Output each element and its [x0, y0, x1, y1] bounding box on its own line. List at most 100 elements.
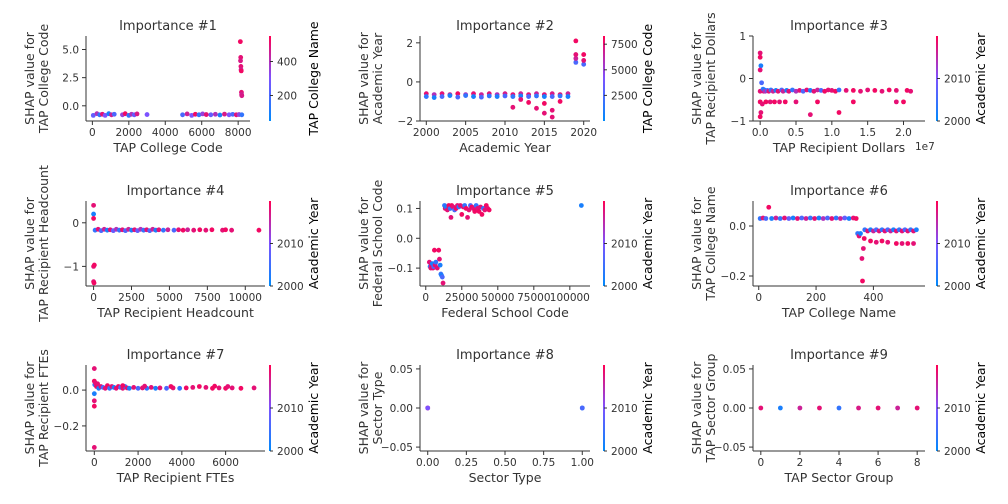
- scatter-point: [759, 80, 764, 86]
- scatter-point: [465, 215, 470, 220]
- scatter-point: [455, 91, 461, 97]
- y-tick-label: 0.00: [723, 403, 746, 415]
- scatter-point: [209, 227, 215, 233]
- scatter-point: [797, 405, 803, 411]
- x-axis-label: Academic Year: [459, 140, 551, 155]
- scatter-point: [893, 88, 899, 93]
- y-axis-label-line2: TAP Sector Group: [703, 353, 718, 463]
- scatter-point: [478, 94, 484, 100]
- scatter-point: [759, 101, 765, 107]
- scatter-point: [156, 227, 162, 233]
- scatter-point: [203, 112, 209, 117]
- colorbar-label: TAP College Code: [640, 24, 655, 135]
- scatter-point: [772, 99, 777, 105]
- scatter-point: [463, 93, 469, 98]
- scatter-point: [579, 405, 585, 411]
- scatter-point: [557, 99, 563, 104]
- x-tick-label: 0.75: [532, 457, 555, 469]
- colorbar: 2000 2010 Academic Year: [603, 361, 655, 458]
- scatter-point: [836, 110, 842, 115]
- colorbar: 2000 2010 Academic Year: [603, 197, 655, 293]
- y-tick-label: 2.5: [62, 73, 79, 85]
- x-axis-label: Federal School Code: [441, 305, 569, 320]
- x-tick-label: 50000: [481, 292, 514, 304]
- scatter-point: [758, 405, 764, 411]
- x-tick-label: 0.25: [455, 457, 478, 469]
- colorbar-tick-label: 400: [277, 57, 297, 69]
- scatter-point: [448, 215, 454, 220]
- x-axis-label: TAP College Code: [112, 140, 223, 155]
- scatter-point: [758, 63, 764, 69]
- subplot-6: Importance #6 0 200 400 −0.2 0.0 TAP College N…: [689, 184, 988, 320]
- subplot-title: Importance #5: [456, 184, 554, 199]
- y-tick-label: −1: [731, 116, 746, 128]
- colorbar: 2000 2010 Academic Year: [936, 32, 988, 128]
- x-tick-label: 100000: [550, 292, 590, 304]
- y-tick-label: −1: [64, 261, 79, 273]
- colorbar: 2000 2010 Academic Year: [269, 197, 321, 293]
- scatter-point: [171, 227, 177, 233]
- scatter-point: [817, 405, 822, 411]
- x-tick-label: 0: [757, 457, 764, 469]
- scatter-point: [217, 112, 223, 118]
- x-tick-label: 0: [755, 292, 762, 304]
- scatter-point: [225, 384, 231, 389]
- x-tick-label: 200: [806, 292, 826, 304]
- scatter-point: [168, 384, 174, 389]
- scatter-point: [494, 94, 500, 99]
- scatter-point: [196, 112, 202, 118]
- x-tick-label: 0.50: [493, 457, 516, 469]
- scatter-point: [433, 259, 439, 265]
- scatter-point: [439, 94, 445, 99]
- colorbar-tick-label: 2010: [277, 239, 304, 251]
- scatter-point: [773, 215, 779, 221]
- colorbar-strip: [603, 36, 605, 121]
- scatter-point: [203, 227, 209, 233]
- scatter-point: [843, 88, 849, 93]
- scatter-point: [850, 88, 856, 93]
- subplot-7: Importance #7 0 2000 4000 6000 −0.2 0.0 TAP Rec…: [22, 348, 321, 485]
- x-tick-label: 2.0: [895, 127, 912, 139]
- scatter-point: [190, 384, 196, 390]
- x-tick-label: 25000: [445, 292, 478, 304]
- scatter-point: [875, 405, 881, 411]
- scatter-point: [459, 212, 465, 217]
- y-tick-label: −2: [398, 116, 413, 128]
- scatter-point: [860, 246, 866, 251]
- scatter-point: [518, 97, 524, 102]
- x-tick-label: 2015: [531, 127, 558, 139]
- scatter-point: [256, 227, 262, 233]
- y-axis-label-line1: SHAP value for: [356, 31, 371, 125]
- scatter-point: [850, 99, 856, 105]
- scatter-point: [229, 385, 235, 391]
- subplot-9: Importance #9 0 2 4 6 8 −0.05 0.00 0.05 TAP Secto…: [689, 348, 988, 485]
- scatter-point: [541, 110, 547, 116]
- x-tick-label: 4000: [152, 127, 179, 139]
- scatter-point: [91, 398, 97, 404]
- scatter-point: [251, 385, 257, 391]
- scatter-point: [447, 93, 453, 98]
- x-tick-label: 4: [836, 457, 843, 469]
- scatter-point: [858, 88, 863, 94]
- scatter-point: [183, 385, 189, 391]
- colorbar-tick-label: 2010: [944, 403, 971, 415]
- scatter-point: [816, 215, 822, 221]
- colorbar-tick-label: 5000: [611, 65, 638, 77]
- x-tick-label: 0.0: [752, 127, 769, 139]
- y-axis-label-line1: SHAP value for: [689, 196, 704, 290]
- scatter-point: [860, 278, 865, 284]
- scatter-point: [829, 88, 835, 93]
- y-axis-label-line2: Academic Year: [370, 32, 385, 124]
- scatter-point: [914, 227, 919, 233]
- colorbar-tick-label: 2010: [611, 239, 638, 251]
- scatter-point: [200, 111, 206, 117]
- scatter-point: [238, 68, 244, 74]
- scatter-point: [549, 114, 555, 120]
- scatter-point: [157, 385, 163, 391]
- x-tick-label: 2500: [118, 292, 145, 304]
- scatter-point: [767, 99, 773, 105]
- y-tick-label: 0: [72, 218, 79, 230]
- scatter-point: [886, 87, 892, 93]
- scatter-point: [763, 216, 769, 221]
